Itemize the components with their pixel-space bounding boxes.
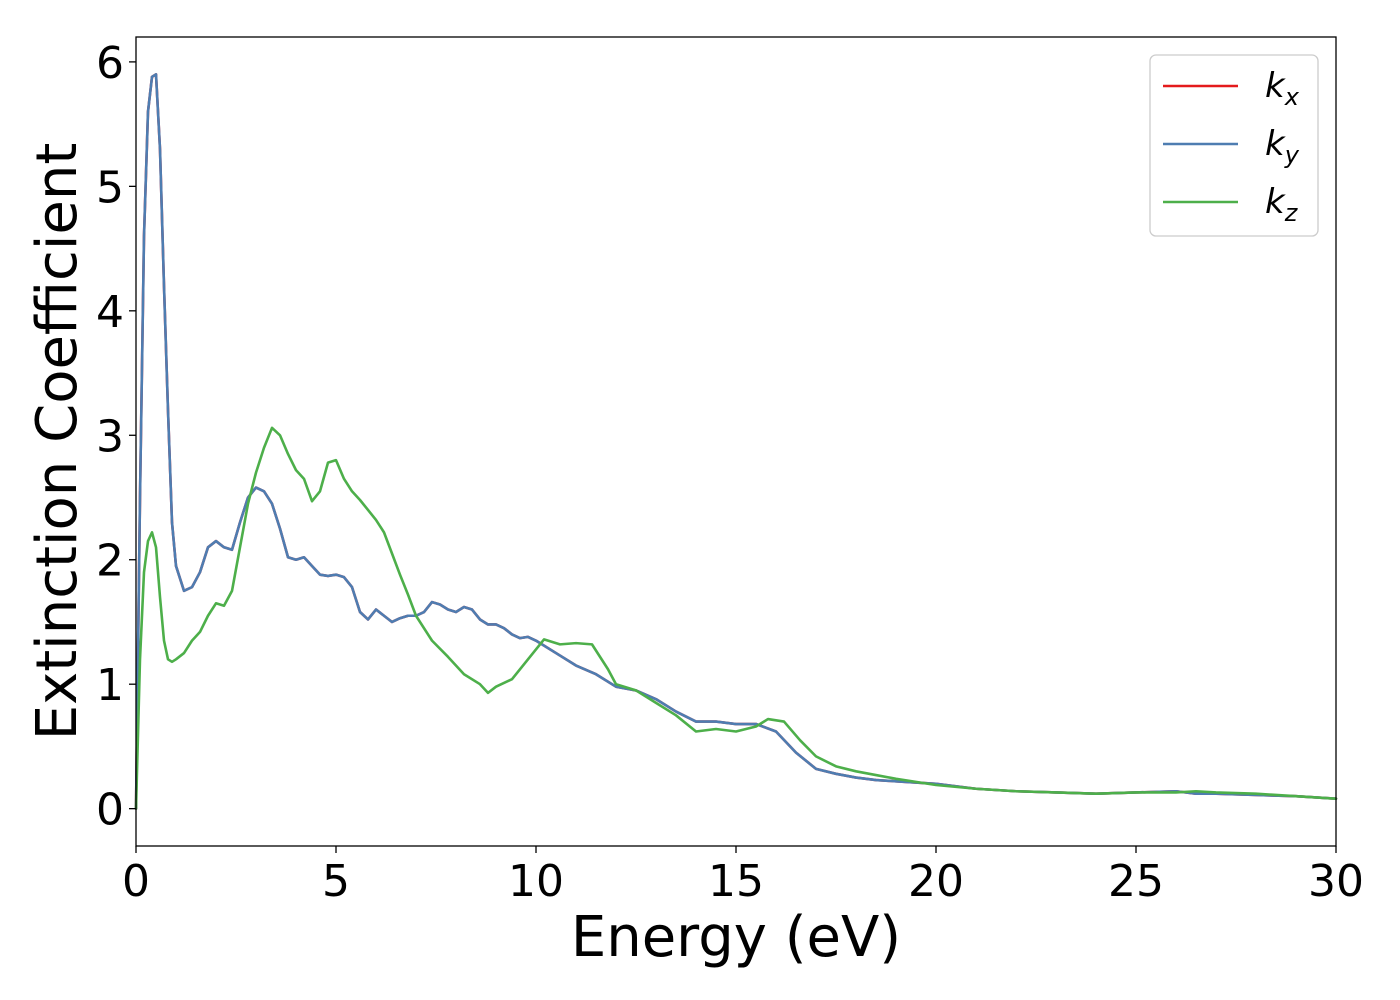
x-tick-label: 25 <box>1108 856 1164 907</box>
series-line-ky <box>134 73 1338 810</box>
legend-label-kx: kx <box>1265 66 1300 111</box>
legend-label-ky: ky <box>1265 124 1300 169</box>
x-tick-label: 20 <box>908 856 964 907</box>
y-axis-title: Extinction Coefficient <box>25 143 90 741</box>
y-tick-label: 4 <box>96 287 124 338</box>
legend-box <box>1149 54 1319 237</box>
y-tick-label: 5 <box>96 162 124 213</box>
x-tick-label: 15 <box>708 856 764 907</box>
series-layer <box>134 73 1338 810</box>
series-line-kz <box>134 426 1338 810</box>
y-tick-label: 3 <box>96 411 124 462</box>
x-tick-label: 5 <box>322 856 350 907</box>
y-tick-label: 1 <box>96 660 124 711</box>
legend-label-kz: kz <box>1265 182 1299 227</box>
y-tick-label: 2 <box>96 536 124 587</box>
x-axis-title: Energy (eV) <box>571 905 901 970</box>
y-tick-label: 0 <box>96 785 124 836</box>
y-tick-label: 6 <box>96 38 124 89</box>
x-tick-label: 0 <box>122 856 150 907</box>
x-tick-label: 10 <box>508 856 564 907</box>
ticks-layer: 0 5 10 15 20 25 30 0 1 2 3 4 5 6 <box>96 38 1364 907</box>
legend: kx ky kz <box>1149 54 1319 237</box>
x-tick-label: 30 <box>1308 856 1364 907</box>
